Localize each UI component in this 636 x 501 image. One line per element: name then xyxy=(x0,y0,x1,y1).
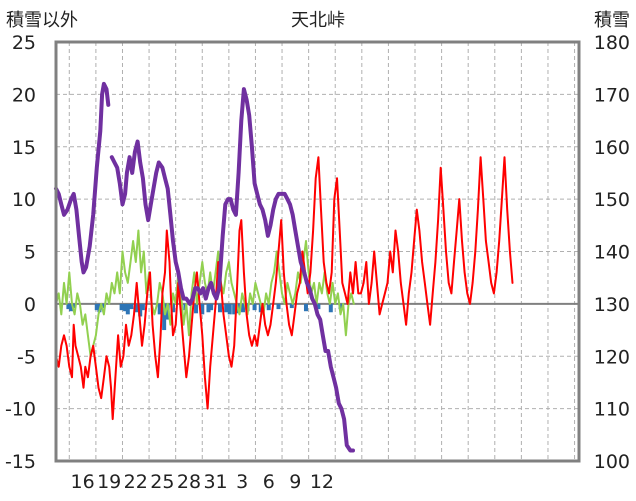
chart-title: 天北峠 xyxy=(291,10,345,31)
precipitation-bar xyxy=(289,303,294,309)
left-tick-label: 10 xyxy=(12,189,36,211)
precipitation-bar xyxy=(123,303,128,312)
x-tick-label: 9 xyxy=(289,471,301,493)
x-tick-label: 6 xyxy=(263,471,275,493)
precipitation-bar xyxy=(119,303,124,311)
x-tick-label: 22 xyxy=(124,471,148,493)
wind-line xyxy=(55,229,355,358)
precipitation-bar xyxy=(129,303,134,310)
precipitation-bar xyxy=(171,303,176,313)
right-tick-label: 160 xyxy=(594,137,630,159)
right-tick-label: 110 xyxy=(594,399,630,421)
precipitation-bar xyxy=(94,303,99,311)
precipitation-bar xyxy=(209,303,214,311)
precipitation-bar xyxy=(241,303,246,313)
precipitation-bar xyxy=(165,303,170,320)
plot-frame xyxy=(54,40,581,463)
left-tick-label: 15 xyxy=(12,137,36,159)
snow_depth-line xyxy=(54,81,355,453)
x-tick-label: 12 xyxy=(310,471,334,493)
precipitation-bar xyxy=(125,303,130,315)
x-tick-label: 3 xyxy=(236,471,248,493)
precipitation-bar xyxy=(138,303,143,317)
x-tick-label: 19 xyxy=(97,471,121,493)
precipitation-bar xyxy=(134,303,139,313)
right-tick-label: 100 xyxy=(594,451,630,473)
x-tick-label: 16 xyxy=(70,471,94,493)
right-axis-title: 積雪 xyxy=(594,10,630,31)
right-tick-label: 130 xyxy=(594,294,630,316)
right-tick-label: 180 xyxy=(594,32,630,54)
x-tick-label: 25 xyxy=(150,471,174,493)
precipitation-bar xyxy=(71,303,76,309)
left-tick-label: -10 xyxy=(5,399,36,421)
precipitation-bar xyxy=(227,303,232,315)
precipitation-bar xyxy=(100,303,105,309)
precipitation-bar xyxy=(162,303,167,331)
precipitation-bar xyxy=(252,303,257,311)
precipitation-bar xyxy=(258,303,263,313)
x-tick-label: 31 xyxy=(203,471,227,493)
left-axis-title: 積雪以外 xyxy=(6,10,78,31)
x-tick-label: 28 xyxy=(177,471,201,493)
temperature-line xyxy=(55,156,514,421)
precipitation-bar xyxy=(224,303,229,313)
precipitation-bar xyxy=(66,303,71,310)
precipitation-bar xyxy=(303,303,308,312)
right-tick-label: 170 xyxy=(594,84,630,106)
precipitation-bar xyxy=(157,303,162,315)
right-tick-label: 140 xyxy=(594,242,630,264)
left-tick-label: 0 xyxy=(24,294,36,316)
right-tick-labels: 180 170 160 150 140 130 120 110 100 xyxy=(594,32,630,473)
precipitation-bar xyxy=(276,303,281,310)
left-tick-label: 25 xyxy=(12,32,36,54)
left-tick-labels: 25 20 15 10 5 0 -5 -10 -15 xyxy=(5,32,36,473)
precipitation-bar xyxy=(140,303,145,311)
precipitation-bar xyxy=(338,303,343,310)
right-tick-label: 150 xyxy=(594,189,630,211)
left-tick-label: -15 xyxy=(5,451,36,473)
precipitation-bars xyxy=(66,303,343,331)
precipitation-bar xyxy=(200,303,205,315)
precipitation-bar xyxy=(206,303,211,313)
precipitation-bar xyxy=(217,303,222,313)
precipitation-bar xyxy=(328,303,333,313)
precipitation-bar xyxy=(232,303,237,315)
precipitation-bar xyxy=(316,303,321,310)
precipitation-bar xyxy=(266,303,271,311)
right-tick-label: 120 xyxy=(594,346,630,368)
precipitation-bar xyxy=(194,303,199,314)
precipitation-bar xyxy=(69,303,74,312)
series-lines xyxy=(54,81,514,453)
left-tick-label: -5 xyxy=(17,346,36,368)
left-tick-label: 5 xyxy=(24,242,36,264)
x-tick-labels: 16 19 22 25 28 31 3 6 9 12 xyxy=(70,471,334,493)
left-tick-label: 20 xyxy=(12,84,36,106)
